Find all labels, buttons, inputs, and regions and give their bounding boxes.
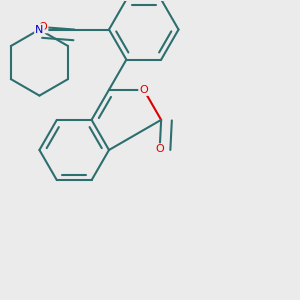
- Text: O: O: [38, 22, 47, 32]
- Text: N: N: [35, 25, 44, 34]
- Text: O: O: [155, 144, 164, 154]
- Text: O: O: [140, 85, 148, 95]
